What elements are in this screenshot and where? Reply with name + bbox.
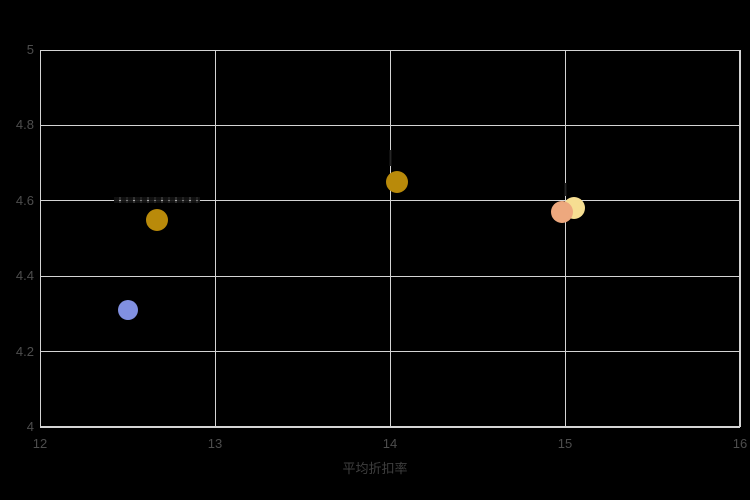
salmon-bubble[interactable] [550, 201, 573, 224]
x-tick-label: 12 [32, 436, 48, 451]
gold-bubble-1[interactable] [146, 208, 169, 231]
y-gridline [40, 351, 740, 353]
y-tick-label: 4.6 [15, 192, 34, 208]
x-axis-title: 平均折扣率 [342, 461, 408, 476]
x-tick-label: 14 [382, 436, 398, 451]
x-tick-label: 16 [732, 436, 748, 451]
x-tick-label: 15 [557, 436, 573, 451]
obscured-label-mark [563, 182, 567, 196]
gold-bubble-2[interactable] [386, 170, 408, 193]
y-tick-label: 4.4 [15, 268, 34, 284]
x-tick-label: 13 [207, 436, 223, 451]
x-gridline [214, 50, 216, 427]
x-gridline [739, 50, 741, 427]
y-tick-label: 5 [26, 42, 34, 57]
y-gridline [40, 200, 740, 202]
blue-bubble[interactable] [117, 300, 138, 321]
obscured-label-mark [388, 150, 392, 167]
y-tick-label: 4.8 [15, 117, 34, 133]
y-gridline [40, 275, 740, 277]
obscured-label-mark [114, 197, 201, 204]
y-gridline [40, 426, 740, 428]
y-tick-label: 4.2 [15, 343, 34, 359]
x-gridline [564, 50, 566, 427]
x-gridline [389, 50, 391, 427]
plot-area-border [40, 50, 740, 427]
y-gridline [40, 124, 740, 126]
y-tick-label: 4 [26, 419, 34, 434]
